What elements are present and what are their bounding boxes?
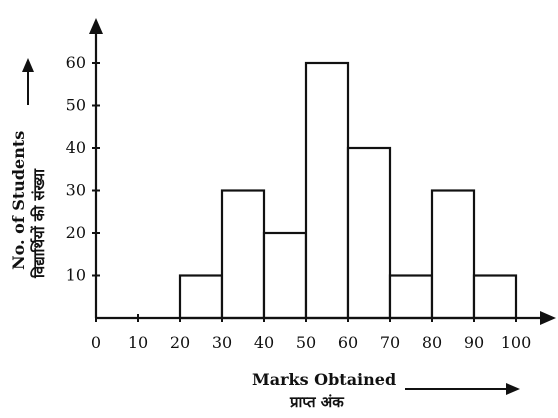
y-ticks: 10 20 30 40 50 60 (66, 53, 100, 285)
x-tick-label-30: 30 (212, 333, 232, 352)
x-axis-label-hindi: प्राप्त अंक (289, 393, 345, 411)
histogram-bar-50-60 (304, 61, 350, 320)
x-tick-label-80: 80 (422, 333, 442, 352)
x-ticks: 0 10 20 30 40 50 60 70 80 90 100 (91, 314, 531, 352)
x-tick-label-40: 40 (254, 333, 274, 352)
x-tick-label-90: 90 (464, 333, 484, 352)
histogram-bar-70-80 (388, 274, 434, 320)
y-tick-label-60: 60 (66, 53, 86, 72)
histogram-bar-40-50 (262, 231, 308, 320)
histogram-bar-30-40 (220, 189, 266, 320)
x-tick-label-50: 50 (296, 333, 316, 352)
x-tick-label-70: 70 (380, 333, 400, 352)
bars-layer (178, 61, 518, 320)
axes-layer (89, 18, 556, 325)
x-axis-label-arrow (405, 383, 520, 395)
x-axis-label: Marks Obtained (252, 370, 396, 389)
x-tick-label-10: 10 (128, 333, 148, 352)
y-tick-label-40: 40 (66, 138, 86, 157)
x-tick-label-100: 100 (501, 333, 532, 352)
y-axis-label: No. of Students (9, 131, 28, 270)
x-tick-label-20: 20 (170, 333, 190, 352)
x-tick-label-0: 0 (91, 333, 101, 352)
x-axis-arrowhead (540, 311, 556, 325)
y-axis-label-hindi: विद्यार्थियों की संख्या (30, 168, 48, 279)
y-axis-arrowhead (89, 18, 103, 34)
y-tick-label-50: 50 (66, 96, 86, 115)
x-tick-label-60: 60 (338, 333, 358, 352)
histogram-bar-60-70 (346, 146, 392, 320)
histogram-bar-20-30 (178, 274, 224, 320)
histogram-bar-90-100 (472, 274, 518, 320)
y-axis-label-arrow (22, 58, 34, 105)
histogram-bar-80-90 (430, 189, 476, 320)
y-tick-label-20: 20 (66, 223, 86, 242)
y-tick-label-10: 10 (66, 266, 86, 285)
y-tick-label-30: 30 (66, 181, 86, 200)
